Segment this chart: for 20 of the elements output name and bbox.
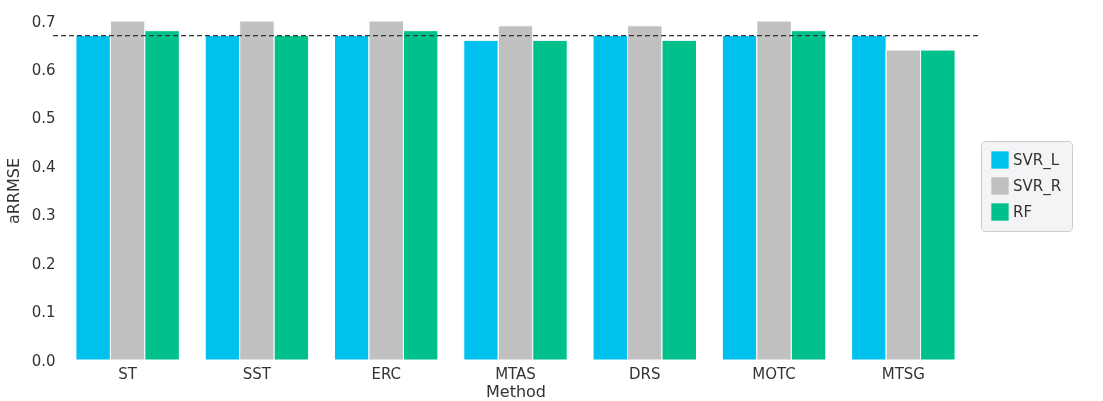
x-tick-label: MOTC <box>752 364 796 383</box>
legend-label: RF <box>1013 203 1033 221</box>
x-tick-label: ST <box>118 364 138 383</box>
y-tick-label: 0.6 <box>31 60 56 79</box>
y-tick-label: 0.3 <box>31 206 56 225</box>
legend-label: SVR_R <box>1013 177 1062 196</box>
y-tick-label: 0.0 <box>31 351 56 370</box>
y-tick-label: 0.4 <box>31 157 56 176</box>
y-axis-title: aRRMSE <box>3 157 23 225</box>
x-axis-title: Method <box>485 381 547 401</box>
x-tick-label: MTSG <box>881 364 925 383</box>
y-tick-label: 0.7 <box>31 12 56 31</box>
x-tick-label: DRS <box>629 364 661 383</box>
y-tick-label: 0.1 <box>31 303 56 322</box>
legend-label: SVR_L <box>1013 151 1060 170</box>
y-tick-label: 0.5 <box>31 109 56 128</box>
x-tick-label: MTAS <box>495 364 536 383</box>
x-tick-label: ERC <box>371 364 402 383</box>
y-tick-label: 0.2 <box>31 254 56 273</box>
x-tick-label: SST <box>242 364 272 383</box>
